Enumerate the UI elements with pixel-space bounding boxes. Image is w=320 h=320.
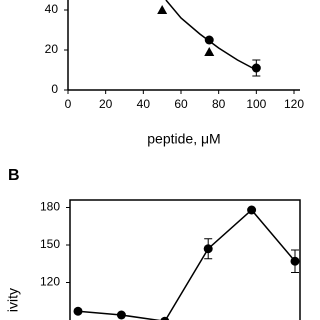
point	[157, 5, 168, 14]
x-tick-label: 20	[99, 97, 113, 111]
plot-frame	[69, 199, 301, 320]
point	[247, 205, 257, 215]
point	[73, 306, 83, 316]
line	[77, 208, 296, 320]
point	[160, 316, 170, 320]
y-tick-label: 40	[45, 2, 59, 16]
x-tick-label: 0	[65, 97, 72, 111]
point	[116, 310, 126, 320]
fit-curve	[165, 0, 257, 71]
y-tick-label: 180	[40, 200, 60, 214]
y-tick-label: 0	[51, 82, 58, 96]
panel-label: B	[8, 167, 20, 184]
point	[290, 256, 300, 266]
point	[251, 63, 261, 73]
x-tick-label: 60	[174, 97, 188, 111]
x-tick-label: 80	[212, 97, 226, 111]
point	[203, 244, 213, 254]
x-axis-label: peptide, μM	[147, 131, 220, 147]
y-tick-label: 20	[45, 42, 59, 56]
y-axis-label: ivity	[5, 288, 21, 312]
y-tick-label: 120	[40, 275, 60, 289]
point	[204, 47, 215, 56]
x-tick-label: 100	[246, 97, 266, 111]
y-tick-label: 150	[40, 237, 60, 251]
x-tick-label: 40	[137, 97, 151, 111]
x-tick-label: 120	[284, 97, 304, 111]
